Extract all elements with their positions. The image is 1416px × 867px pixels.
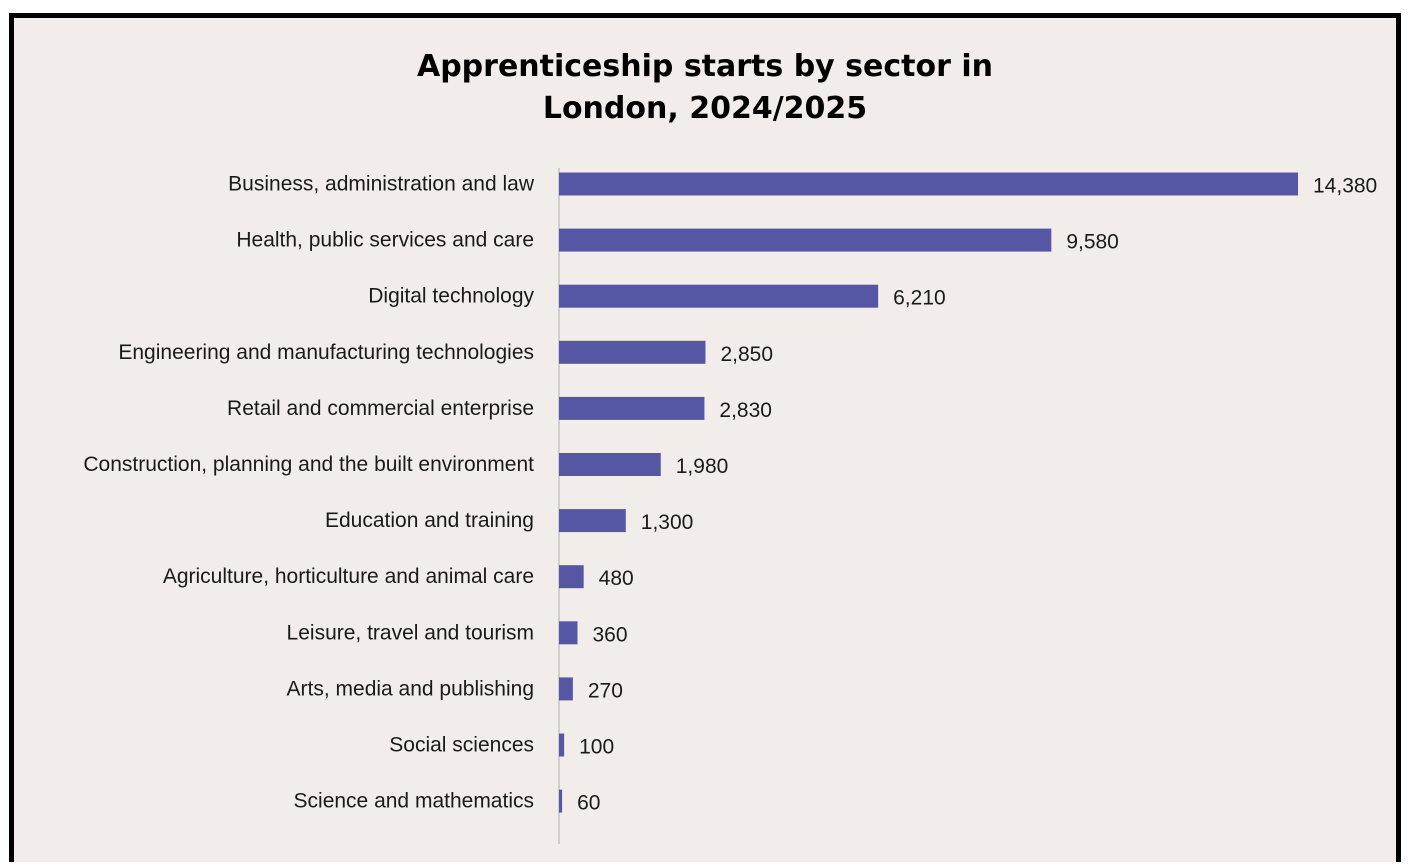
category-tick-label: Arts, media and publishing	[287, 677, 534, 700]
bar	[559, 509, 626, 533]
bar	[559, 789, 563, 813]
category-tick-label: Social sciences	[389, 734, 534, 757]
bar	[559, 453, 661, 476]
category-tick-label: Leisure, travel and tourism	[287, 621, 534, 644]
bar	[559, 621, 578, 645]
chart-title-line-2: London, 2024/2025	[542, 91, 868, 126]
data-label: 100	[579, 736, 614, 759]
data-label: 2,850	[720, 343, 773, 366]
data-label: 60	[577, 792, 600, 815]
category-tick-label: Science and mathematics	[294, 790, 534, 813]
bar	[559, 565, 584, 589]
bar	[559, 340, 706, 364]
chart-title: Apprenticeship starts by sector in Londo…	[14, 46, 1396, 130]
data-label: 360	[593, 623, 628, 646]
data-label: 1,300	[641, 511, 694, 534]
data-label: 9,580	[1066, 231, 1119, 254]
category-tick-label: Education and training	[325, 509, 534, 532]
category-tick-label: Digital technology	[368, 285, 534, 308]
data-label: 6,210	[893, 287, 946, 310]
category-tick-label: Engineering and manufacturing technologi…	[118, 341, 534, 364]
bar	[559, 396, 705, 420]
data-label: 2,830	[719, 399, 772, 422]
category-tick-label: Agriculture, horticulture and animal car…	[163, 565, 534, 588]
data-label: 480	[599, 567, 634, 590]
bar	[559, 677, 573, 701]
chart-title-line-1: Apprenticeship starts by sector in	[416, 49, 993, 84]
data-label: 270	[588, 679, 623, 702]
bar	[559, 733, 565, 757]
bar	[559, 172, 1298, 196]
category-tick-label: Business, administration and law	[228, 173, 535, 196]
chart-frame: Apprenticeship starts by sector in Londo…	[9, 13, 1401, 862]
bar	[559, 228, 1052, 252]
data-label: 1,980	[676, 455, 729, 478]
category-tick-label: Retail and commercial enterprise	[227, 397, 534, 420]
category-tick-label: Construction, planning and the built env…	[83, 453, 534, 476]
bar	[559, 284, 879, 308]
category-tick-label: Health, public services and care	[236, 229, 534, 252]
bar-chart-plot: Business, administration and law 14,380 He…	[83, 168, 1377, 844]
data-label: 14,380	[1313, 175, 1377, 198]
